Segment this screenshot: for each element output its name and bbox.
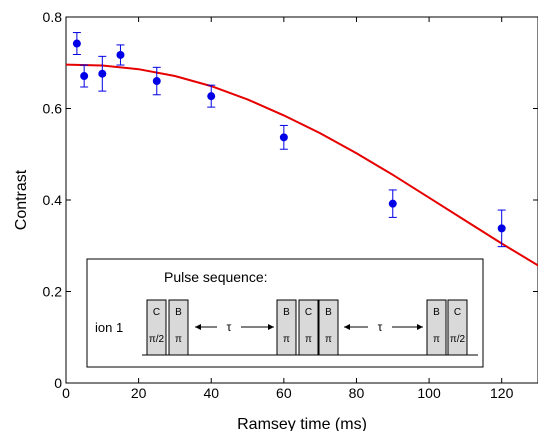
x-tick-label: 100 (417, 385, 441, 401)
tau-label-1: τ (227, 320, 232, 334)
pulse-angle: π (305, 334, 312, 345)
pulse-rect (298, 299, 319, 356)
data-point (72, 39, 81, 48)
data-point (116, 50, 125, 59)
data-point-group (152, 66, 161, 96)
data-point-group (72, 32, 81, 56)
pulse-angle: π/2 (450, 334, 466, 345)
pulse-box: Cπ (298, 299, 319, 356)
pulse-rect (318, 299, 339, 356)
x-tick-label: 0 (62, 385, 70, 401)
data-point-group (497, 209, 506, 248)
data-point (279, 133, 288, 142)
pulse-label: B (325, 307, 332, 318)
y-tick-label: 0.2 (43, 284, 63, 300)
data-point-group (207, 84, 216, 108)
pulse-angle: π (283, 334, 290, 345)
pulse-box: Cπ/2 (146, 299, 167, 356)
data-point-group (80, 64, 89, 88)
pulse-label: C (454, 307, 461, 318)
ticks: 0 20 40 60 80 100 120 0 0.2 0.4 0.6 0.8 (43, 9, 538, 401)
data-points-group (72, 32, 506, 248)
pulse-rect (146, 299, 167, 356)
inset-title: Pulse sequence: (164, 269, 268, 285)
x-tick-label: 80 (349, 385, 365, 401)
data-point (80, 72, 89, 81)
pulse-angle: π (325, 334, 332, 345)
pulse-rect (276, 299, 297, 356)
y-tick-label: 0 (54, 375, 62, 391)
x-tick-label: 40 (203, 385, 219, 401)
tau-arrow-1: τ (195, 320, 274, 334)
pulse-angle: π (433, 334, 440, 345)
pulse-rect (426, 299, 447, 356)
pulse-label: B (433, 307, 440, 318)
pulse-label: C (305, 307, 312, 318)
pulse-label: C (153, 307, 160, 318)
y-tick-label: 0.4 (43, 192, 63, 208)
pulse-sequence-inset: Pulse sequence: ion 1 Cπ/2BπBπCπBπBπCπ/2… (86, 258, 484, 368)
data-point-group (116, 44, 125, 66)
x-tick-label: 60 (276, 385, 292, 401)
pulse-box: Cπ/2 (447, 299, 468, 356)
data-point (207, 92, 216, 101)
pulse-label: B (175, 307, 182, 318)
fit-curve-group (65, 63, 538, 267)
y-tick-label: 0.8 (43, 9, 63, 25)
tau-label-2: τ (378, 320, 383, 334)
data-point-group (279, 124, 288, 150)
pulse-angle: π/2 (149, 334, 165, 345)
data-point (98, 69, 107, 78)
pulse-rect (168, 299, 189, 356)
data-point (388, 199, 397, 208)
pulse-box: Bπ (318, 299, 339, 356)
x-axis-label: Ramsey time (ms) (237, 416, 367, 431)
pulse-rect (447, 299, 468, 356)
ion-label: ion 1 (95, 320, 123, 335)
x-tick-label: 120 (490, 385, 514, 401)
data-point (497, 224, 506, 233)
data-point-group (388, 189, 397, 218)
data-point-group (98, 55, 107, 92)
x-tick-label: 20 (131, 385, 147, 401)
pulse-label: B (283, 307, 290, 318)
y-axis-label: Contrast (13, 169, 30, 230)
pulse-angle: π (175, 334, 182, 345)
y-tick-label: 0.6 (43, 101, 63, 117)
tau-arrow-2: τ (344, 320, 423, 334)
data-point (152, 77, 161, 86)
pulse-box: Bπ (426, 299, 447, 356)
pulse-box: Bπ (276, 299, 297, 356)
fit-curve (65, 63, 538, 267)
pulse-box: Bπ (168, 299, 189, 356)
